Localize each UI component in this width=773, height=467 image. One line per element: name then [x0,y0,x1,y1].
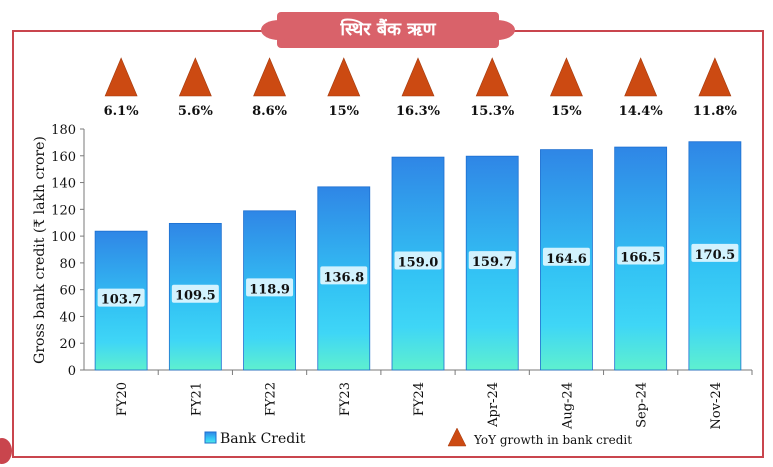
yoy-growth-label: 15.3% [470,104,515,119]
yoy-growth-label: 15% [551,104,582,119]
y-axis-label: Gross bank credit (₹ lakh crore) [32,136,48,364]
legend-yoy-label: YoY growth in bank credit [473,433,632,447]
x-tick-label: Nov-24 [709,382,724,429]
legend-yoy-triangle-icon [447,427,467,447]
yoy-triangle-icon [698,57,732,97]
y-tick-label: 120 [51,203,76,218]
x-tick-label: Sep-24 [635,382,650,428]
yoy-growth-label: 16.3% [396,104,441,119]
y-tick-label: 40 [59,310,76,325]
value-label: 118.9 [249,282,290,297]
yoy-triangle-icon [475,57,509,97]
yoy-triangle-icon [178,57,212,97]
value-label-bg [542,247,590,266]
x-tick-label: Aug-24 [560,382,575,430]
value-label: 159.0 [398,256,439,271]
value-label: 170.5 [695,248,736,263]
value-label-bg [171,284,219,303]
yoy-growth-label: 15% [329,104,360,119]
y-tick-label: 20 [59,337,76,352]
yoy-growth-label: 11.8% [693,104,738,119]
y-tick-label: 80 [59,257,76,272]
value-label: 159.7 [472,255,513,270]
y-tick-label: 0 [68,364,76,379]
yoy-growth-label: 6.1% [104,104,140,119]
value-label-bg [691,243,739,262]
y-tick-label: 160 [51,150,76,165]
y-tick-label: 140 [51,177,76,192]
x-tick-label: FY22 [264,382,279,416]
yoy-triangle-icon [401,57,435,97]
value-label-bg [617,246,665,265]
yoy-triangle-icon [253,57,287,97]
yoy-triangle-icon [104,57,138,97]
value-label-bg [97,288,145,307]
x-tick-label: Apr-24 [486,382,501,428]
legend-bank-credit-swatch [204,431,217,444]
value-label: 166.5 [620,251,661,266]
page-title: स्थिर बैंक ऋण [261,12,515,48]
yoy-growth-label: 5.6% [178,104,214,119]
legend-bank-credit-label: Bank Credit [220,431,306,447]
x-tick-label: FY23 [338,382,353,416]
y-tick-label: 180 [51,123,76,138]
x-tick-label: FY24 [412,382,427,416]
value-label-bg [320,266,368,285]
yoy-growth-label: 14.4% [619,104,664,119]
value-label-bg [246,278,294,297]
value-label: 103.7 [101,293,142,308]
yoy-triangle-icon [624,57,658,97]
yoy-triangle-icon [327,57,361,97]
value-label: 164.6 [546,252,587,267]
x-tick-label: FY21 [189,382,204,416]
yoy-triangle-icon [549,57,583,97]
yoy-growth-label: 8.6% [252,104,288,119]
decorative-dot [0,438,12,464]
y-tick-label: 100 [51,230,76,245]
value-label: 109.5 [175,289,216,304]
y-tick-label: 60 [59,284,76,299]
x-tick-label: FY20 [115,382,130,416]
value-label-bg [468,251,516,270]
value-label-bg [394,251,442,270]
value-label: 136.8 [323,270,364,285]
